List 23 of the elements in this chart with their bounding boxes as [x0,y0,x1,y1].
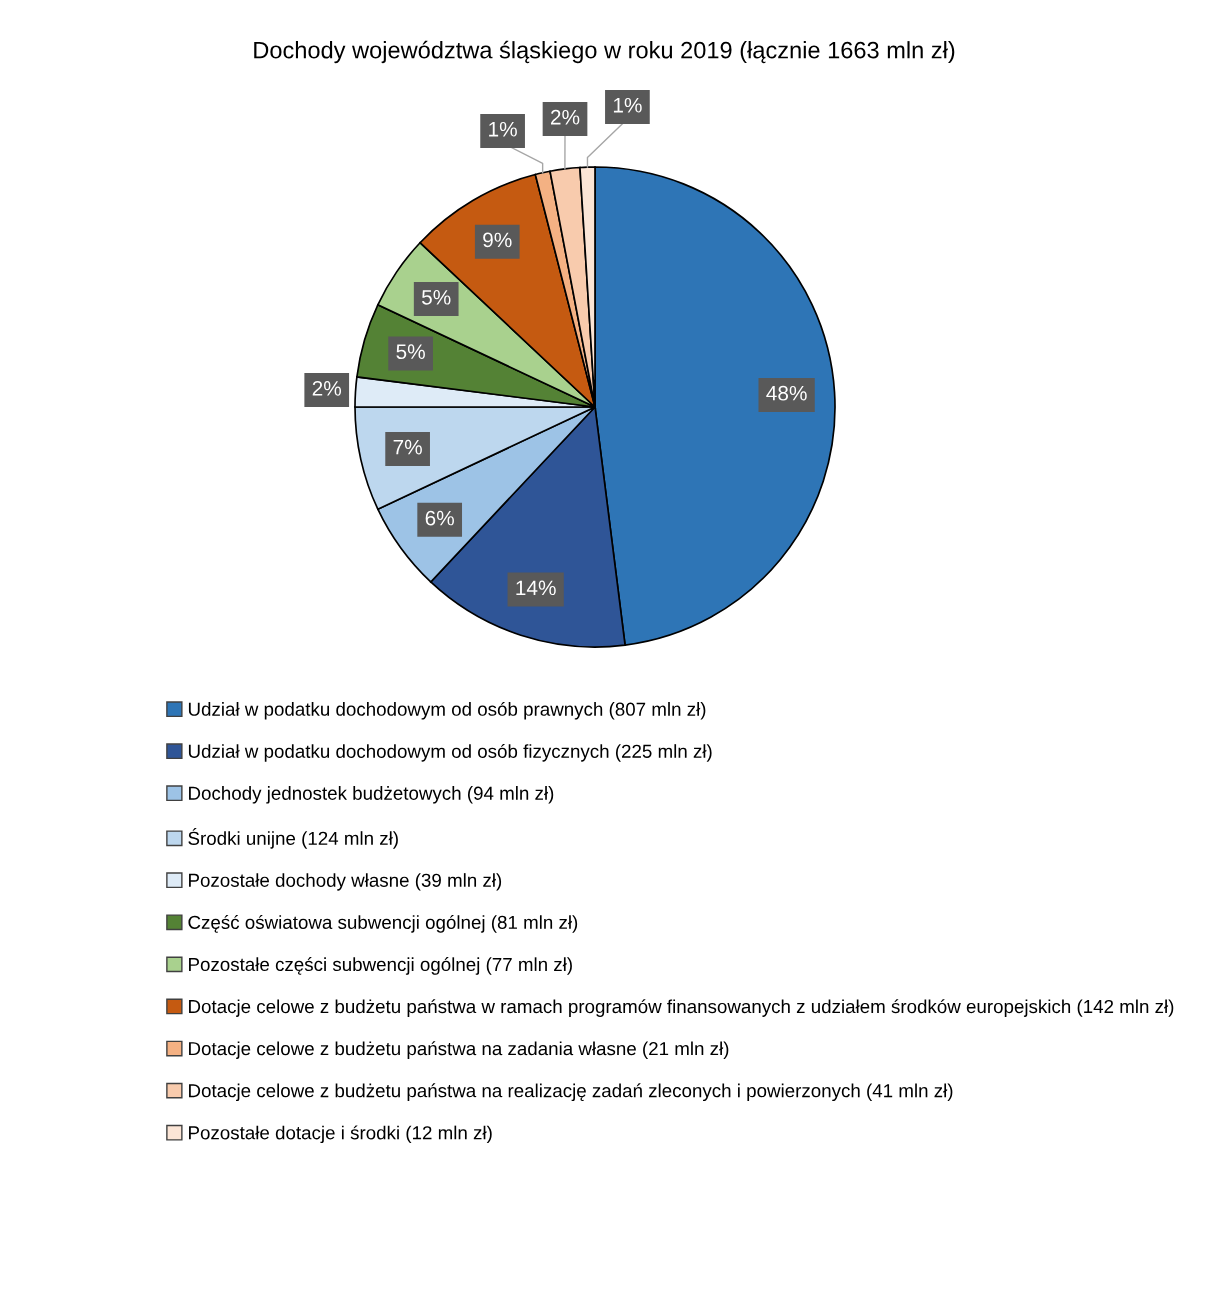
data-label: 5% [396,344,425,360]
data-label: 9% [483,232,512,248]
data-label: 2% [551,109,580,125]
legend-label: Pozostałe dotacje i środki (12 mln zł) [189,1125,492,1144]
legend-label: Pozostałe części subwencji ogólnej (77 mln zł) [189,957,572,975]
data-label: 5% [421,290,451,305]
legend-label: Pozostałe dochody własne (39 mln zł) [189,873,502,891]
data-label: 1% [613,97,642,113]
legend-label: Dochody jednostek budżetowych (94 mln zł) [189,786,554,804]
data-label: 6% [425,510,454,526]
legend-label: Dotacje celowe z budżetu państwa w ramach programów finansowanych z udziałem środków europejskich (142 mln zł) [189,999,1174,1017]
legend-label: Dotacje celowe z budżetu państwa na realizację zadań zleconych i powierzonych (41 mln zł) [189,1083,953,1102]
data-label: 1% [489,121,517,137]
data-label: 48% [766,385,807,401]
legend-label: Część oświatowa subwencji ogólnej (81 mln zł) [188,915,578,933]
legend-label: Udział w podatku dochodowym od osób prawnych (807 mln zł) [188,701,706,720]
chart-title: Dochody województwa śląskiego w roku 2019 (łącznie 1663 mln zł) [254,40,955,64]
data-label: 14% [516,580,556,596]
legend-label: Udział w podatku dochodowym od osób fizycznych (225 mln zł) [188,743,712,762]
data-label: 7% [393,439,422,455]
legend-label: Środki unijne (124 mln zł) [188,827,398,849]
legend-label: Dotacje celowe z budżetu państwa na zadania własne (21 mln zł) [189,1041,729,1059]
data-label: 2% [312,380,342,396]
